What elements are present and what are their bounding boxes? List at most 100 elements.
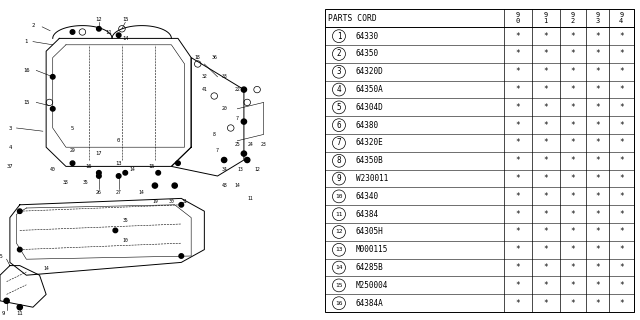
Circle shape [179,203,184,207]
Text: 36: 36 [211,55,217,60]
Text: 2: 2 [337,50,341,59]
Text: 16: 16 [335,301,342,306]
Text: 48: 48 [221,183,227,188]
Text: 11: 11 [248,196,253,201]
Text: *: * [570,245,575,254]
Text: 12: 12 [95,17,102,22]
Text: 7: 7 [236,116,239,121]
Circle shape [241,87,246,92]
Circle shape [97,174,101,178]
Text: 9
1: 9 1 [543,12,548,24]
Text: *: * [516,103,520,112]
Text: 11: 11 [335,212,342,217]
Text: *: * [595,210,600,219]
Circle shape [116,33,121,37]
Text: 17: 17 [95,151,102,156]
Text: *: * [516,228,520,236]
Text: 1: 1 [25,39,28,44]
Text: 64350B: 64350B [356,156,383,165]
Text: 4: 4 [8,145,12,150]
Text: 64304D: 64304D [356,103,383,112]
Text: *: * [543,50,548,59]
Text: 64330: 64330 [356,32,379,41]
Text: 9
3: 9 3 [595,12,600,24]
Text: *: * [619,192,623,201]
Text: 32: 32 [202,74,207,79]
Circle shape [179,254,184,258]
Text: 11: 11 [106,29,112,35]
Text: *: * [619,67,623,76]
Text: *: * [516,299,520,308]
Text: *: * [570,32,575,41]
Text: 4: 4 [337,85,341,94]
Text: 23: 23 [261,141,266,147]
Text: 31: 31 [182,199,188,204]
Text: 64320D: 64320D [356,67,383,76]
Text: *: * [595,245,600,254]
Text: *: * [595,156,600,165]
Text: *: * [543,156,548,165]
Text: 9: 9 [2,311,5,316]
Text: *: * [595,192,600,201]
Text: 3: 3 [337,67,341,76]
Text: M000115: M000115 [356,245,388,254]
Text: *: * [619,121,623,130]
Text: M250004: M250004 [356,281,388,290]
Text: 64320E: 64320E [356,139,383,148]
Text: 38: 38 [63,180,68,185]
Text: *: * [619,174,623,183]
Text: 16: 16 [86,164,92,169]
Text: 13: 13 [335,247,342,252]
Text: 22: 22 [234,87,240,92]
Text: 16: 16 [23,68,29,73]
Circle shape [17,305,22,310]
Text: 5: 5 [337,103,341,112]
Text: 41: 41 [202,87,207,92]
Text: *: * [570,67,575,76]
Text: *: * [570,156,575,165]
Text: 14: 14 [234,183,240,188]
Circle shape [172,183,177,188]
Circle shape [221,157,227,163]
Text: *: * [516,67,520,76]
Text: *: * [543,210,548,219]
Text: *: * [516,121,520,130]
Text: *: * [543,281,548,290]
Text: 9
0: 9 0 [516,12,520,24]
Text: 14: 14 [139,189,145,195]
Text: *: * [516,281,520,290]
Text: 15: 15 [148,164,155,169]
Text: *: * [619,281,623,290]
Text: *: * [516,50,520,59]
Text: *: * [543,192,548,201]
Text: 14: 14 [129,167,134,172]
Text: *: * [595,281,600,290]
Text: 2: 2 [31,23,35,28]
Text: 6: 6 [337,121,341,130]
Circle shape [4,298,9,303]
Text: *: * [570,103,575,112]
Text: 8: 8 [213,132,216,137]
Text: *: * [595,299,600,308]
Text: 9
2: 9 2 [571,12,575,24]
Text: 5: 5 [71,125,74,131]
Circle shape [175,161,180,165]
Text: 64384: 64384 [356,210,379,219]
Circle shape [17,209,22,213]
Text: 29: 29 [70,148,76,153]
Text: *: * [619,139,623,148]
Circle shape [244,157,250,163]
Text: 64285B: 64285B [356,263,383,272]
Text: *: * [543,85,548,94]
Text: *: * [570,281,575,290]
Text: 35: 35 [122,218,128,223]
Text: *: * [570,210,575,219]
Text: *: * [516,210,520,219]
Circle shape [113,228,118,233]
Text: 27: 27 [116,189,122,195]
Text: *: * [570,121,575,130]
Text: 37: 37 [6,164,13,169]
Text: *: * [543,121,548,130]
Text: *: * [595,103,600,112]
Circle shape [17,247,22,252]
